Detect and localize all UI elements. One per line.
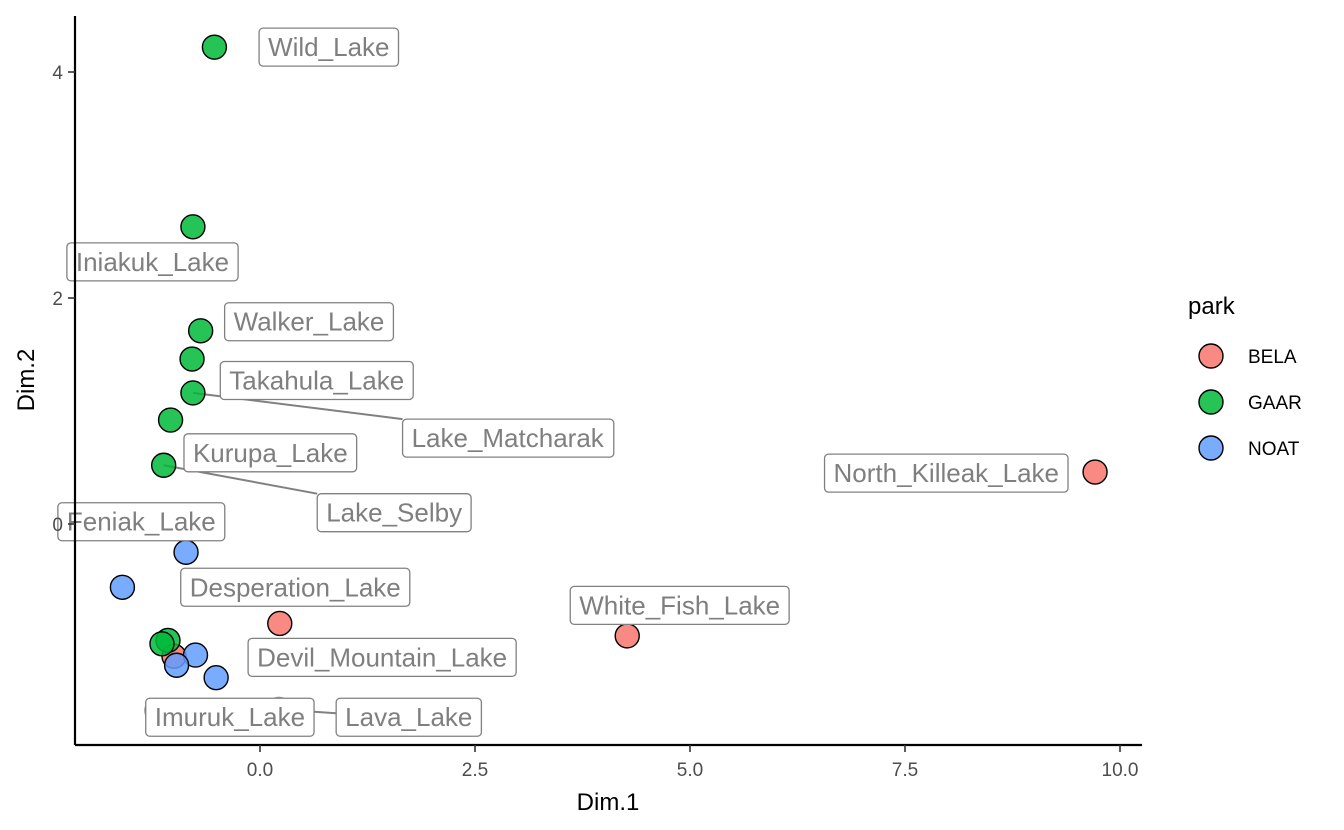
- data-point-gaar: [180, 214, 206, 240]
- point-label: Walker_Lake: [223, 302, 395, 342]
- label-box: [223, 302, 395, 342]
- label-text: Lake_Selby: [326, 498, 462, 528]
- data-point-gaar: [150, 452, 177, 478]
- point-label: Iniakuk_Lake: [66, 242, 239, 282]
- point-label: Lava_Lake: [335, 697, 483, 737]
- data-point-gaar: [149, 631, 175, 657]
- x-tick-label: 5.0: [677, 760, 703, 781]
- label-text: Lava_Lake: [345, 702, 472, 732]
- x-axis-title: Dim.1: [577, 789, 640, 816]
- y-tick-label: 2: [52, 289, 63, 310]
- y-tick-label: 4: [52, 63, 63, 84]
- label-box: [316, 493, 472, 533]
- data-point-gaar: [201, 34, 228, 60]
- x-tick-label: 0.0: [247, 760, 273, 781]
- label-text: Walker_Lake: [234, 307, 385, 337]
- label-text: North_Killeak_Lake: [834, 458, 1059, 488]
- label-box: [66, 242, 239, 282]
- y-tick-label: 0: [52, 515, 63, 536]
- label-text: Takahula_Lake: [229, 365, 404, 395]
- point-label: Takahula_Lake: [219, 360, 414, 401]
- legend-key-bela: [1198, 343, 1224, 369]
- data-point-gaar: [179, 346, 205, 372]
- point-label: Kurupa_Lake: [183, 433, 358, 473]
- data-point-bela: [267, 610, 293, 637]
- point-label: Desperation_Lake: [180, 567, 411, 607]
- legend-label-gaar: GAAR: [1248, 393, 1302, 414]
- label-text: Imuruk_Lake: [155, 702, 305, 732]
- legend: park BELA GAAR NOAT: [1188, 293, 1302, 461]
- data-point-gaar: [187, 318, 214, 344]
- point-label: North_Killeak_Lake: [823, 453, 1069, 493]
- label-box: [145, 697, 315, 737]
- label-text: Iniakuk_Lake: [76, 247, 229, 277]
- data-point-bela: [614, 623, 640, 649]
- label-box: [823, 453, 1069, 493]
- label-box: [180, 567, 411, 607]
- point-label: Wild_Lake: [258, 27, 400, 67]
- legend-title: park: [1188, 293, 1236, 320]
- legend-key-gaar: [1198, 389, 1224, 415]
- label-box: [57, 502, 226, 542]
- y-axis-ticks: 0 2 4: [52, 63, 75, 536]
- label-text: Wild_Lake: [268, 32, 389, 62]
- data-point-noat: [203, 664, 229, 691]
- label-box: [335, 697, 483, 737]
- point-label: Devil_Mountain_Lake: [247, 637, 517, 677]
- x-tick-label: 2.5: [462, 760, 488, 781]
- point-label: Lake_Selby: [316, 493, 472, 533]
- data-point-noat: [163, 652, 190, 678]
- x-tick-label: 7.5: [892, 760, 918, 781]
- label-box: [183, 433, 358, 473]
- data-point-noat: [173, 539, 199, 565]
- label-box: [401, 418, 615, 458]
- legend-label-noat: NOAT: [1248, 439, 1300, 460]
- data-point-bela: [1082, 459, 1108, 485]
- point-label: Lake_Matcharak: [401, 418, 615, 458]
- label-text: Devil_Mountain_Lake: [257, 642, 507, 672]
- legend-label-bela: BELA: [1248, 347, 1297, 368]
- label-text: Lake_Matcharak: [412, 423, 605, 453]
- x-axis-ticks: 0.0 2.5 5.0 7.5 10.0: [247, 745, 1139, 781]
- label-text: White_Fish_Lake: [579, 590, 780, 620]
- data-point-noat: [109, 574, 136, 600]
- data-point-gaar: [157, 407, 184, 433]
- label-text: Desperation_Lake: [190, 572, 401, 602]
- point-label: Imuruk_Lake: [145, 697, 315, 737]
- label-text: Feniak_Lake: [67, 507, 216, 537]
- legend-key-noat: [1198, 435, 1224, 461]
- label-box: [258, 27, 400, 67]
- label-text: Kurupa_Lake: [193, 438, 348, 468]
- label-box: [569, 585, 790, 626]
- point-label: Feniak_Lake: [57, 502, 226, 542]
- label-box: [247, 637, 517, 677]
- y-axis-title: Dim.2: [13, 349, 40, 412]
- x-tick-label: 10.0: [1102, 760, 1139, 781]
- point-label: White_Fish_Lake: [569, 585, 790, 626]
- label-box: [219, 360, 414, 401]
- data-point-gaar: [180, 380, 206, 406]
